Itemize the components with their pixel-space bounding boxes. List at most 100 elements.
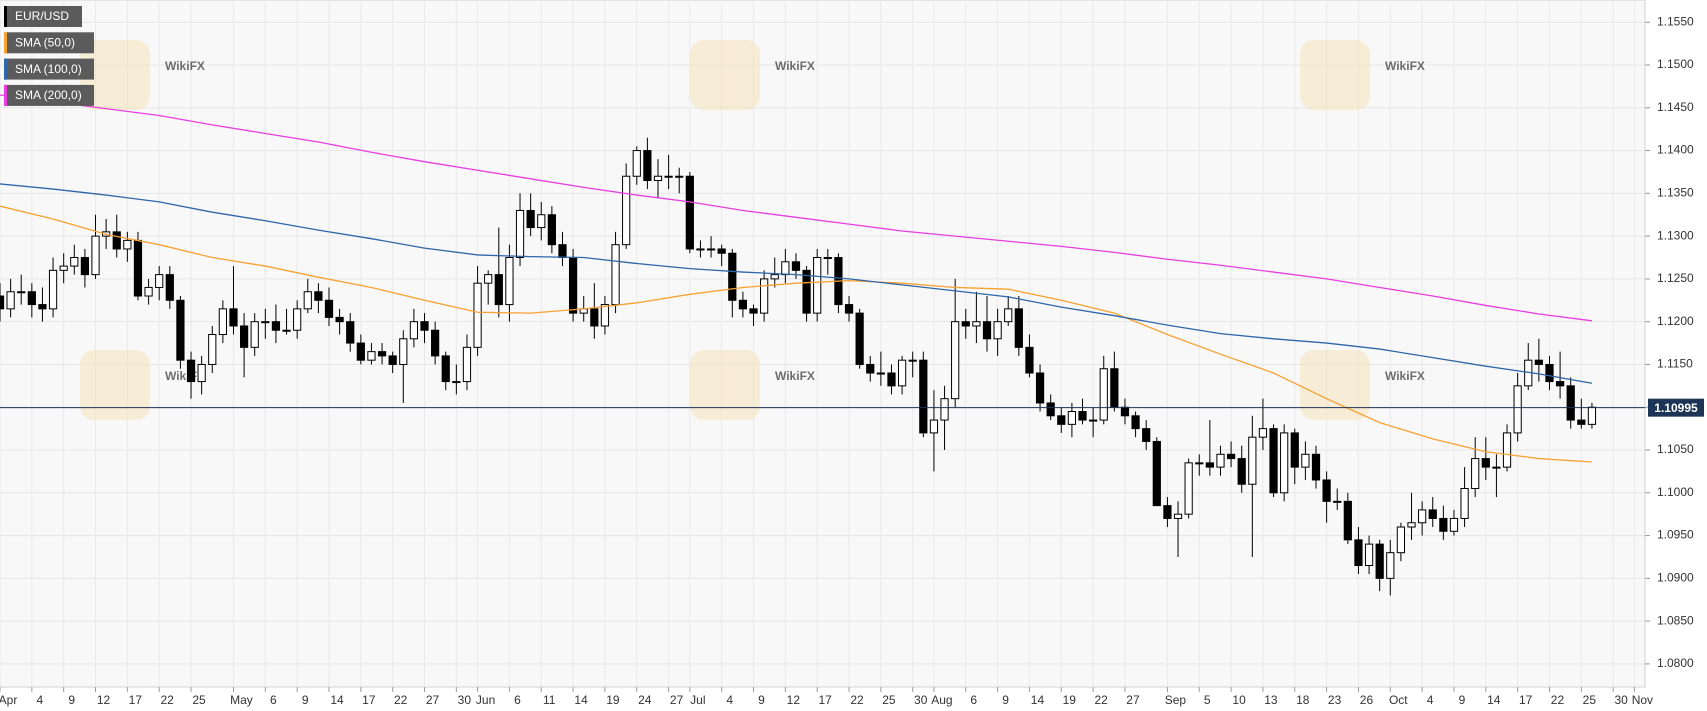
y-tick-label: 1.0800 (1657, 656, 1694, 670)
watermark-logo (80, 40, 150, 110)
candle-body (813, 257, 822, 314)
x-tick-label: Nov (1632, 693, 1653, 707)
candle-body (17, 291, 26, 294)
candle-body (653, 175, 663, 182)
x-tick-label: 27 (670, 693, 684, 707)
grid (0, 0, 1645, 687)
candle-body (1120, 406, 1130, 417)
candle-body (1216, 453, 1225, 468)
candle-body (186, 359, 196, 383)
candle-body (123, 239, 132, 250)
candle-body (1078, 411, 1087, 421)
candle-body (738, 299, 748, 310)
candle-body (547, 214, 556, 246)
x-tick-label: 17 (819, 693, 833, 707)
candle-body (1322, 479, 1331, 502)
x-tick-label: 27 (1126, 693, 1140, 707)
x-tick-label: 6 (970, 693, 977, 707)
candle-body (1004, 308, 1013, 323)
candle-body (590, 308, 599, 327)
candle-body (1237, 458, 1246, 485)
x-tick-label: 23 (1328, 693, 1342, 707)
candle-body (314, 291, 323, 301)
x-tick-label: Jul (690, 693, 705, 707)
y-tick-label: 1.0950 (1657, 528, 1694, 542)
candle-body (239, 325, 249, 348)
candle-body (1364, 543, 1374, 567)
candle-body (1375, 543, 1384, 579)
candle-body (1471, 458, 1480, 490)
x-tick-label: 17 (1519, 693, 1533, 707)
x-tick-label: 22 (1094, 693, 1108, 707)
x-tick-label: 30 (914, 693, 928, 707)
y-tick-label: 1.1350 (1657, 186, 1694, 200)
x-tick-label: 6 (514, 693, 521, 707)
candle-body (897, 359, 907, 387)
last-price-box (1648, 398, 1704, 417)
x-tick-label: 22 (1551, 693, 1565, 707)
candle-body (728, 252, 737, 301)
candle-body (27, 291, 36, 306)
candle-body (1311, 453, 1321, 481)
candle-body (388, 355, 397, 365)
candle-body (59, 265, 68, 271)
candle-body (1396, 526, 1406, 554)
x-tick-label: Oct (1389, 693, 1408, 707)
plot-area (0, 0, 1646, 688)
x-tick-label: Apr (0, 693, 17, 707)
x-tick-label: 9 (1459, 693, 1466, 707)
candle-body (1269, 428, 1278, 494)
candle-body (982, 321, 992, 340)
candle-body (1184, 462, 1193, 515)
candle-body (505, 257, 514, 306)
candle-body (165, 274, 174, 301)
candle-body (1428, 509, 1437, 519)
x-tick-label: 25 (1583, 693, 1597, 707)
candle-body (1205, 462, 1214, 468)
x-tick-label: 14 (1487, 693, 1501, 707)
x-tick-label: 26 (1360, 693, 1374, 707)
candle-body (335, 316, 344, 323)
x-tick-label: 5 (1204, 693, 1211, 707)
x-tick-label: 9 (1002, 693, 1009, 707)
candle-body (484, 274, 493, 284)
candle-body (1407, 522, 1416, 528)
watermark-logo (690, 40, 760, 110)
x-tick-label: 19 (1063, 693, 1077, 707)
candle-body (1418, 509, 1427, 524)
candle-body (760, 278, 769, 314)
axes: 1.0800 1.0850 1.0900 1.0950 1.1000 1.1050 1.11… (0, 14, 1704, 707)
candle-body (1014, 308, 1023, 348)
legend-label: SMA (50,0) (15, 35, 75, 49)
y-tick-label: 1.1200 (1657, 314, 1694, 328)
candle-body (431, 329, 440, 357)
candle-body (133, 239, 143, 297)
candle-body (1386, 552, 1395, 579)
x-tick-label: 17 (129, 693, 143, 707)
y-tick-label: 1.1000 (1657, 485, 1694, 499)
candle-body (908, 359, 917, 362)
candle-body (855, 312, 864, 365)
watermark-logo (1300, 350, 1370, 420)
candle-body (1343, 500, 1352, 541)
candle-body (494, 274, 503, 306)
x-tick-label: 22 (850, 693, 864, 707)
marks (0, 94, 1645, 596)
candle-body (951, 321, 960, 400)
candle-body (1110, 368, 1119, 408)
watermark: WikiFX (775, 59, 815, 73)
x-tick-label: Aug (931, 693, 952, 707)
candle-body (1439, 517, 1448, 532)
candle-body (1173, 513, 1183, 519)
x-tick-label: 18 (1296, 693, 1310, 707)
x-tick-label: 25 (882, 693, 896, 707)
candle-body (515, 209, 525, 259)
legend-label: SMA (100,0) (15, 62, 82, 76)
x-tick-label: 30 (1614, 693, 1628, 707)
y-tick-label: 1.0850 (1657, 613, 1694, 627)
x-tick-label: Sep (1165, 693, 1187, 707)
x-tick-label: 24 (638, 693, 652, 707)
candle-body (1290, 432, 1299, 468)
candle-body (802, 269, 811, 314)
candle-body (1301, 453, 1310, 468)
